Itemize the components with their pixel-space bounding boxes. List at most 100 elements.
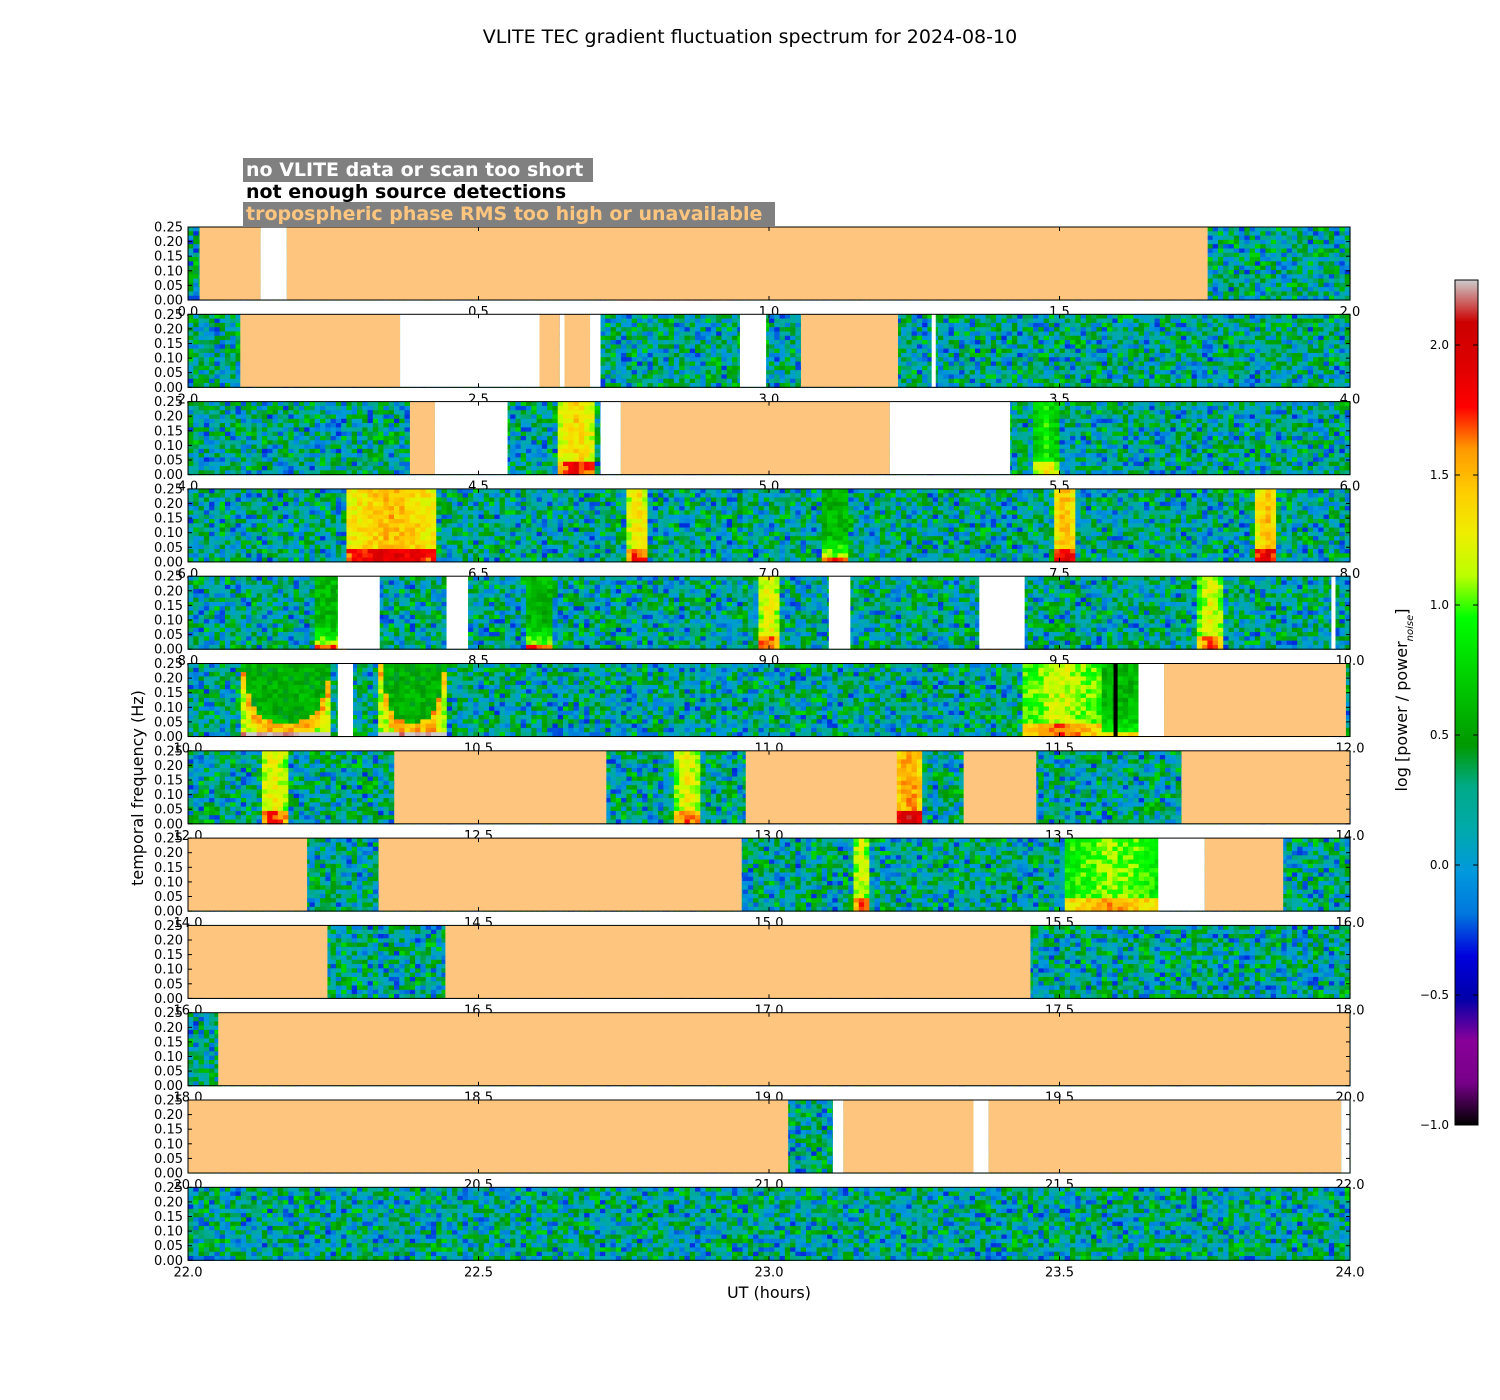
heatmap-cell bbox=[188, 261, 194, 267]
heatmap-cell bbox=[1228, 278, 1235, 284]
heatmap-cell bbox=[1291, 269, 1298, 275]
heatmap-cell bbox=[1334, 248, 1341, 254]
heatmap-cell bbox=[1254, 239, 1261, 245]
heatmap-cell bbox=[1302, 244, 1309, 250]
heatmap-cell bbox=[1276, 235, 1282, 241]
heatmap-cell bbox=[209, 327, 216, 333]
heatmap-cell bbox=[203, 322, 210, 328]
heatmap-cell bbox=[203, 378, 210, 384]
heatmap-cell bbox=[1281, 282, 1288, 288]
heatmap-cell bbox=[1239, 257, 1245, 262]
heatmap-cell bbox=[1281, 269, 1288, 275]
heatmap-cell bbox=[1207, 282, 1214, 288]
heatmap-cell bbox=[230, 314, 237, 320]
heatmap-cell bbox=[1228, 252, 1235, 258]
heatmap-cell bbox=[1270, 291, 1277, 297]
heatmap-cell bbox=[1228, 231, 1235, 237]
heatmap-cell bbox=[1276, 244, 1282, 250]
heatmap-cell bbox=[1313, 257, 1319, 262]
heatmap-cell bbox=[1318, 231, 1325, 237]
heatmap-cell bbox=[1328, 252, 1335, 258]
heatmap-cell bbox=[1260, 227, 1267, 232]
heatmap-cell bbox=[1265, 282, 1272, 288]
heatmap-cell bbox=[193, 335, 200, 341]
heatmap-cell bbox=[1239, 244, 1245, 250]
heatmap-cell bbox=[1307, 257, 1314, 262]
heatmap-cell bbox=[1260, 261, 1267, 267]
heatmap-cell bbox=[1286, 257, 1293, 262]
heatmap-cell bbox=[1217, 227, 1224, 232]
heatmap-cell bbox=[188, 348, 194, 354]
heatmap-cell bbox=[188, 344, 194, 350]
heatmap-cell bbox=[1302, 287, 1309, 293]
heatmap-cell bbox=[1212, 244, 1219, 250]
heatmap-cell bbox=[203, 335, 210, 341]
heatmap-cell bbox=[1265, 248, 1272, 254]
heatmap-cell bbox=[1207, 235, 1214, 241]
heatmap-cell bbox=[230, 327, 237, 333]
heatmap-panels: 0.000.050.100.150.200.250.0 0.5 1.0 1.5 2.00… bbox=[154, 221, 1364, 1281]
heatmap-cell bbox=[1302, 227, 1309, 232]
heatmap-cell bbox=[193, 331, 200, 337]
heatmap-cell bbox=[1323, 239, 1330, 245]
heatmap-cell bbox=[230, 318, 237, 324]
heatmap-cell bbox=[1212, 239, 1219, 245]
heatmap-cell bbox=[224, 378, 231, 384]
heatmap-cell bbox=[188, 335, 194, 341]
heatmap-cell bbox=[1260, 265, 1267, 271]
heatmap-cell bbox=[1302, 274, 1309, 280]
heatmap-cell bbox=[1249, 257, 1256, 262]
heatmap-cell bbox=[214, 314, 221, 320]
heatmap-cell bbox=[1318, 252, 1325, 258]
heatmap-cell bbox=[1281, 231, 1288, 237]
heatmap-cell bbox=[1244, 261, 1251, 267]
heatmap-cell bbox=[1318, 257, 1325, 262]
heatmap-cell bbox=[1249, 261, 1256, 267]
heatmap-cell bbox=[1276, 231, 1282, 237]
heatmap-cell bbox=[1228, 239, 1235, 245]
heatmap-cell bbox=[1291, 248, 1298, 254]
heatmap-cell bbox=[1328, 227, 1335, 232]
heatmap-cell bbox=[1291, 265, 1298, 271]
heatmap-cell bbox=[1339, 239, 1346, 245]
heatmap-cell bbox=[1217, 239, 1224, 245]
heatmap-cell bbox=[1302, 291, 1309, 297]
heatmap-cell bbox=[1323, 235, 1330, 241]
heatmap-cell bbox=[1323, 244, 1330, 250]
heatmap-cell bbox=[1297, 265, 1304, 271]
heatmap-cell bbox=[1313, 287, 1319, 293]
heatmap-cell bbox=[203, 314, 210, 320]
heatmap-cell bbox=[1297, 231, 1304, 237]
heatmap-cell bbox=[1239, 278, 1245, 284]
heatmap-cell bbox=[1212, 282, 1219, 288]
heatmap-cell bbox=[1207, 269, 1214, 275]
heatmap-cell bbox=[203, 340, 210, 345]
heatmap-cell bbox=[1328, 257, 1335, 262]
heatmap-cell bbox=[1313, 252, 1319, 258]
heatmap-cell bbox=[1286, 244, 1293, 250]
heatmap-cell bbox=[188, 322, 194, 328]
heatmap-cell bbox=[1297, 291, 1304, 297]
heatmap-cell bbox=[1276, 227, 1282, 232]
heatmap-cell bbox=[1323, 287, 1330, 293]
heatmap-cell bbox=[1207, 265, 1214, 271]
heatmap-cell bbox=[1334, 227, 1341, 232]
heatmap-cell bbox=[1291, 227, 1298, 232]
heatmap-cell bbox=[1239, 231, 1245, 237]
heatmap-cell bbox=[214, 370, 221, 376]
heatmap-cell bbox=[1334, 274, 1341, 280]
heatmap-cell bbox=[193, 318, 200, 324]
heatmap-cell bbox=[1276, 274, 1282, 280]
heatmap-cell bbox=[1276, 278, 1282, 284]
heatmap-cell bbox=[203, 344, 210, 350]
heatmap-cell bbox=[230, 352, 237, 358]
heatmap-cell bbox=[193, 269, 200, 275]
heatmap-cell bbox=[214, 357, 221, 363]
heatmap-cell bbox=[1260, 287, 1267, 293]
heatmap-cell bbox=[1270, 227, 1277, 232]
heatmap-cell bbox=[1228, 274, 1235, 280]
heatmap-cell bbox=[1228, 244, 1235, 250]
heatmap-cell bbox=[1276, 282, 1282, 288]
heatmap-cell bbox=[230, 331, 237, 337]
